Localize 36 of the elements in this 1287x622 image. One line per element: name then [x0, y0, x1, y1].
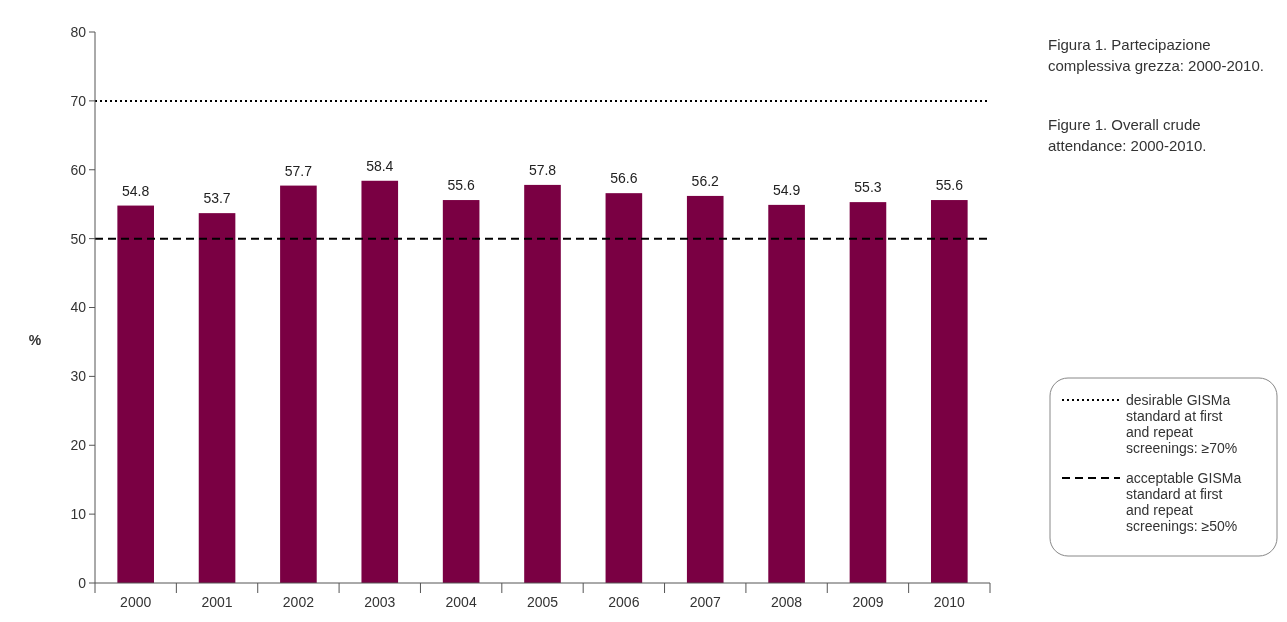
data-label: 58.4: [366, 157, 394, 174]
y-tick-label: 10: [70, 506, 87, 523]
legend-label: acceptable GISMa standard at first and repeat screenings: ≥50%: [1126, 470, 1242, 534]
y-tick-label: 40: [70, 299, 87, 316]
x-tick-label: 2003: [364, 594, 396, 610]
x-tick-label: 2006: [608, 594, 640, 610]
data-label: 53.7: [203, 190, 231, 207]
x-tick-label: 2004: [445, 594, 477, 610]
data-label: 55.3: [854, 179, 882, 196]
y-tick-label: 50: [70, 230, 87, 247]
data-label: 55.6: [935, 177, 964, 194]
data-label: 56.6: [610, 170, 638, 187]
x-tick-label: 2000: [120, 594, 152, 610]
x-tick-label: 2002: [282, 594, 315, 610]
x-tick-label: 2009: [852, 594, 884, 610]
y-tick-label: 80: [70, 23, 87, 40]
data-label: 57.8: [528, 161, 557, 178]
data-label: 54.9: [772, 181, 801, 198]
x-tick-label: 2001: [201, 594, 233, 610]
y-tick-label: 20: [70, 437, 87, 454]
legend-label: desirable GISMa standard at first and repeat screenings: ≥70%: [1126, 392, 1238, 456]
text: Figura 1. Partecipazione complessiva grezza: 2000-2010.: [1048, 36, 1264, 74]
y-tick-label: 30: [70, 368, 87, 385]
x-tick-label: 2010: [933, 594, 966, 610]
y-tick-label: 0: [78, 574, 87, 591]
x-tick-label: 2007: [689, 594, 722, 610]
y-tick-label: 70: [70, 92, 87, 109]
text: Figure 1. Overall crude attendance: 2000-2010.: [1048, 116, 1207, 154]
data-label: 56.2: [691, 172, 720, 189]
y-tick-label: 60: [70, 161, 87, 178]
x-tick-label: 2008: [771, 594, 803, 610]
data-label: 57.7: [284, 162, 313, 179]
data-label: 55.6: [447, 177, 475, 194]
y-axis-title: %: [28, 332, 42, 348]
data-label: 54.8: [122, 182, 150, 199]
x-tick-label: 2005: [526, 594, 559, 610]
